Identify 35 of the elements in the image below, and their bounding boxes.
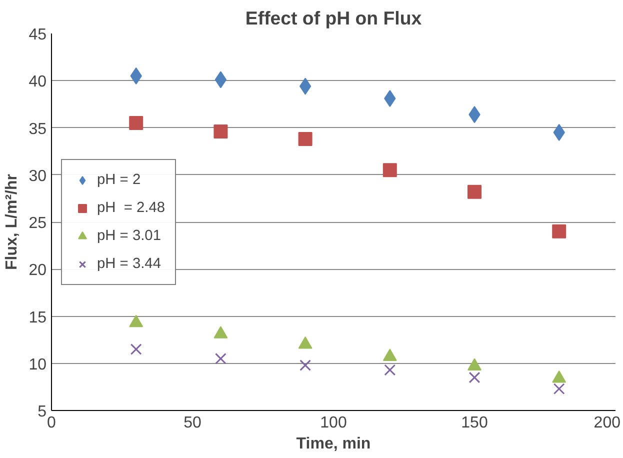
chart-title: Effect of pH on Flux	[245, 8, 422, 28]
point	[299, 78, 312, 95]
y-tick-label: 40	[28, 74, 47, 91]
y-tick-label: 10	[28, 356, 47, 374]
point	[468, 184, 482, 199]
y-tick-label: 35	[28, 120, 47, 138]
y-tick-label: 20	[28, 262, 47, 280]
point	[552, 224, 566, 238]
y-tick-label: 15	[28, 309, 47, 326]
legend-label: pH = 2	[97, 172, 141, 188]
x-tick-label: 100	[320, 414, 347, 432]
legend-label: pH = 2.48	[97, 200, 166, 216]
x-tick-label: 150	[461, 414, 488, 432]
y-tick-label: 30	[28, 168, 47, 185]
x-tick-label: 200	[594, 414, 621, 432]
legend-label: pH = 3.01	[97, 228, 161, 244]
point	[130, 344, 142, 355]
y-tick-label: 25	[28, 215, 47, 232]
point	[468, 372, 480, 384]
point	[382, 163, 397, 178]
x-axis-title: Time, min	[296, 436, 371, 452]
point	[214, 124, 228, 139]
point	[300, 360, 311, 371]
point	[298, 132, 312, 146]
y-axis-title: Flux, L/m²/hr	[4, 174, 21, 270]
legend-label: pH = 3.44	[97, 256, 161, 272]
x-tick-label: 50	[184, 414, 202, 432]
point	[215, 352, 226, 364]
point	[553, 383, 565, 395]
y-tick-label: 5	[38, 404, 47, 420]
point	[384, 364, 396, 376]
point	[129, 116, 144, 130]
x-tick-label: 0	[47, 414, 56, 432]
y-tick-label: 45	[28, 26, 47, 44]
point	[214, 71, 227, 88]
